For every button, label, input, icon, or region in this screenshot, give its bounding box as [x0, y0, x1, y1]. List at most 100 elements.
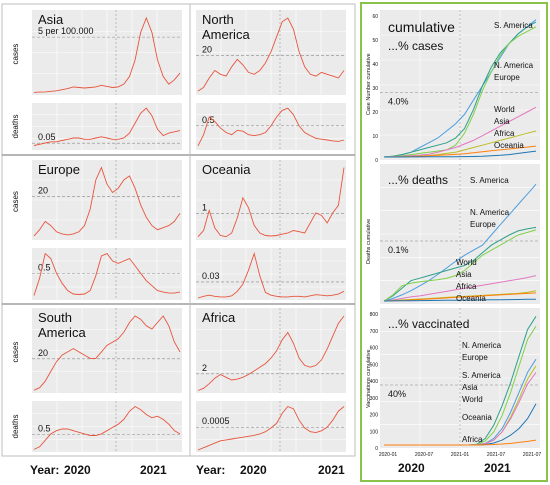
y-tick-label: 30: [372, 86, 378, 92]
cases-series-label-oceania: Oceania: [494, 141, 524, 150]
region-title-line1: North: [202, 12, 234, 27]
y-tick-label: 10: [372, 134, 378, 140]
cases-line: [33, 166, 181, 237]
cases-series-label-n-america: N. America: [494, 61, 534, 70]
cases-line: [33, 16, 181, 93]
year-2021-label: 2021: [140, 463, 167, 477]
deaths-scale-label: 0.05: [38, 132, 56, 142]
deaths-line: [197, 405, 345, 451]
cases-line: [197, 315, 345, 391]
x-tick-label: 2020-01: [379, 452, 398, 458]
region-europe: 20 cases 0.5 Europe: [11, 160, 182, 300]
deaths-line: [197, 252, 345, 299]
reference-label: 40%: [388, 389, 406, 399]
cases-series-label-asia: Asia: [494, 117, 510, 126]
vaccinated-series-label-oceania: Oceania: [462, 413, 492, 422]
y-tick-label: 700: [370, 329, 379, 335]
vaccinated-series-label-africa: Africa: [462, 435, 483, 444]
vaccinated-series-label-europe: Europe: [462, 353, 488, 362]
series-line-world: [383, 106, 537, 158]
year-2020-label-right: 2020: [240, 463, 267, 477]
series-line-oceania: [383, 298, 537, 302]
deaths-line: [33, 107, 181, 146]
series-line-africa: [383, 292, 537, 302]
year-axis-label-right: Year:: [196, 463, 225, 477]
cases-series-label-europe: Europe: [494, 73, 520, 82]
reference-label: 4.0%: [388, 97, 409, 107]
y-axis-label: Deaths cumulative: [366, 219, 372, 264]
region-oceania: 1 0.03 Oceania: [196, 160, 346, 300]
y-tick-label: 0: [375, 446, 378, 452]
vaccinated-title: ...% vaccinated: [388, 317, 469, 331]
cases-series-label-world: World: [494, 105, 515, 114]
cases-line: [197, 167, 345, 238]
y-tick-label: 40: [372, 62, 378, 68]
left-area-frame: [1, 3, 356, 457]
y-tick-label: 0: [375, 158, 378, 164]
deaths-series-label-africa: Africa: [456, 282, 477, 291]
cases-series-label-africa: Africa: [494, 129, 515, 138]
deaths-series-label-oceania: Oceania: [456, 294, 486, 303]
deaths-line: [33, 252, 181, 296]
cases-series-label-s-america: S. America: [494, 21, 533, 30]
right-column-frame: [360, 2, 548, 482]
cases-line: [33, 315, 181, 391]
deaths-scale-label: 0.03: [202, 271, 220, 281]
y-axis-label: Vaccinations cumulative: [366, 349, 372, 408]
cases-scale-label: 20: [38, 185, 48, 195]
y-tick-label: 500: [370, 362, 379, 368]
cumulative-panel-deaths: 0.1% Deaths cumulative: [366, 164, 540, 304]
x-tick-label: 2021-07: [487, 452, 506, 458]
series-line-s-america: [383, 183, 537, 302]
deaths-series-label-s-america: S. America: [470, 176, 509, 185]
deaths-row-label: deaths: [11, 414, 20, 438]
year-2021-label-right: 2021: [318, 463, 345, 477]
cases-scale-label: 20: [38, 348, 48, 358]
region-title: Asia: [38, 12, 64, 27]
cases-row-label: cases: [11, 191, 20, 212]
cumulative-panel-cumulative: 4.0% Case Number cumulative 0 10 20 30 40 50 60: [366, 10, 540, 164]
y-tick-label: 200: [370, 413, 379, 419]
series-line-world: [383, 275, 537, 302]
x-tick-label: 2021-01: [451, 452, 470, 458]
y-tick-label: 600: [370, 346, 379, 352]
cumulative-panel-vaccinated: 40% Vaccinations cumulative 0 100 200 300 400 5…: [366, 308, 540, 452]
right-year-2020-label: 2020: [398, 461, 425, 475]
vaccinated-series-label-s-america: S. America: [462, 371, 501, 380]
region-title: Oceania: [202, 162, 251, 177]
deaths-series-label-asia: Asia: [456, 270, 472, 279]
deaths-title: ...% deaths: [388, 173, 448, 187]
year-2020-label: 2020: [64, 463, 91, 477]
deaths-line: [197, 107, 345, 147]
region-asia: 5 per 100.000 cases 0.05 deaths Asia: [11, 10, 182, 150]
vaccinated-series-label-n-america: N. America: [462, 341, 502, 350]
reference-label: 0.1%: [388, 245, 409, 255]
y-tick-label: 300: [370, 396, 379, 402]
cases-row-label: cases: [11, 342, 20, 363]
cases-scale-label: 1: [202, 203, 207, 213]
cumulative-title-line1: cumulative: [388, 19, 455, 35]
year-axis-label: Year:: [30, 463, 59, 477]
region-title: Europe: [38, 162, 80, 177]
region-title: Africa: [202, 310, 236, 325]
cases-scale-label: 5 per 100.000: [38, 26, 94, 36]
deaths-scale-label: 0.5: [38, 262, 51, 272]
cases-scale-label: 20: [202, 45, 212, 55]
deaths-scale-label: 0.0005: [202, 416, 230, 426]
series-line-oceania: [384, 150, 537, 158]
region-title-line2: America: [38, 325, 86, 340]
y-axis-label: Case Number cumulative: [366, 53, 372, 115]
deaths-row-label: deaths: [11, 114, 20, 138]
deaths-series-label-n-america: N. America: [470, 208, 510, 217]
deaths-line: [33, 405, 181, 450]
y-tick-label: 100: [370, 429, 379, 435]
region-africa: 2 0.0005 Africa: [196, 308, 346, 452]
series-line-n-america: [383, 226, 537, 302]
region-title-line1: South: [38, 310, 72, 325]
y-tick-label: 60: [372, 14, 378, 20]
cases-row-label: cases: [11, 44, 20, 65]
series-line-europe: [383, 26, 537, 158]
x-tick-label: 2020-07: [415, 452, 434, 458]
vaccinated-series-label-asia: Asia: [462, 383, 478, 392]
